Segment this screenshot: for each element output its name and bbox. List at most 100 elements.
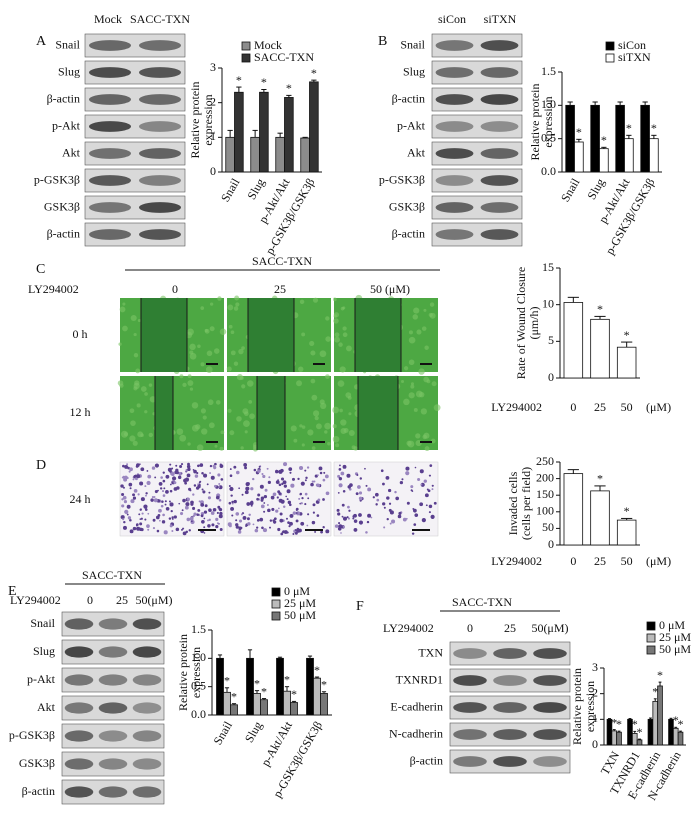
cell <box>286 489 291 494</box>
blot-band <box>435 40 474 51</box>
cell <box>118 342 122 346</box>
significance-mark: * <box>678 717 684 731</box>
cell <box>139 522 143 526</box>
y-tick-label: 100 <box>536 504 554 518</box>
cell <box>209 326 215 332</box>
cell <box>169 483 172 486</box>
cell <box>266 504 269 506</box>
wound-gap <box>257 376 285 450</box>
cell <box>171 476 177 481</box>
cell <box>347 395 352 400</box>
cell <box>312 511 315 514</box>
cell <box>218 483 221 485</box>
cell <box>367 513 372 518</box>
cell <box>389 522 392 525</box>
blot-band <box>453 675 487 686</box>
cell <box>338 477 343 481</box>
cell <box>429 312 436 319</box>
significance-mark: * <box>624 504 630 518</box>
cell <box>382 502 386 506</box>
cell <box>122 475 126 479</box>
cell <box>219 463 222 466</box>
cell <box>133 382 140 390</box>
cell <box>301 443 305 447</box>
cell <box>151 495 155 499</box>
y-axis-label: expression <box>583 681 597 732</box>
bar <box>652 700 659 746</box>
legend-label: 50 μM <box>659 642 691 656</box>
cell <box>141 512 144 515</box>
cell <box>121 492 125 496</box>
blot-row-label: β-actin <box>47 91 80 105</box>
cell <box>182 498 186 503</box>
legend-label: siTXN <box>618 50 651 64</box>
cell <box>300 521 305 526</box>
cell <box>337 380 345 387</box>
x-tick-label: Snail <box>218 175 243 204</box>
cell <box>229 474 233 478</box>
cell <box>397 514 402 519</box>
cell <box>262 474 266 479</box>
cell <box>216 522 219 525</box>
cell <box>197 483 199 486</box>
cell <box>325 529 330 534</box>
y-tick-label: 0.5 <box>541 130 556 144</box>
legend-swatch <box>241 41 251 51</box>
cell <box>164 500 167 503</box>
cell <box>238 519 243 523</box>
cell <box>370 516 373 519</box>
cell <box>376 498 380 502</box>
cell <box>152 527 156 530</box>
y-axis-label: Rate of Wound Closure <box>514 267 528 379</box>
significance-mark: * <box>611 715 617 729</box>
cell <box>145 492 148 495</box>
blot-row-label: p-Akt <box>27 672 56 686</box>
cell <box>298 366 304 372</box>
cell <box>243 420 250 427</box>
cell <box>246 517 250 521</box>
cell <box>263 510 266 513</box>
blot-row-label: Akt <box>407 145 426 159</box>
cell <box>160 504 164 508</box>
cell <box>203 473 208 478</box>
cell <box>410 384 415 389</box>
cell <box>181 528 183 531</box>
cell <box>288 503 292 507</box>
cell <box>214 444 218 448</box>
cell <box>312 297 319 303</box>
legend-label: 50 μM <box>284 608 316 622</box>
cell <box>211 523 215 527</box>
cell <box>428 504 433 509</box>
cell <box>306 466 310 469</box>
cell <box>163 530 168 535</box>
cell <box>246 482 250 486</box>
cell <box>342 332 348 338</box>
cell <box>285 495 288 498</box>
cell <box>135 524 138 527</box>
x-tick-label: 0 <box>570 554 576 568</box>
cell <box>342 464 347 469</box>
cell <box>189 343 196 351</box>
cell <box>426 488 429 491</box>
cell <box>139 481 144 486</box>
dose-label: 0 <box>87 593 93 607</box>
cell <box>231 514 234 517</box>
cell <box>171 529 174 532</box>
cell <box>282 530 286 534</box>
lane-label: siTXN <box>484 12 517 26</box>
cell <box>318 466 323 471</box>
cell <box>266 467 269 470</box>
blot-strip <box>84 141 186 166</box>
cell <box>313 480 316 483</box>
y-tick-label: 3 <box>592 660 598 674</box>
bar <box>590 318 610 379</box>
cell <box>139 463 141 465</box>
cell <box>268 476 271 479</box>
blot-band <box>453 729 487 740</box>
cell <box>358 513 362 517</box>
cell <box>375 503 378 506</box>
cell <box>417 477 421 482</box>
cell <box>215 517 219 521</box>
cell <box>279 518 284 523</box>
cell <box>154 463 159 468</box>
